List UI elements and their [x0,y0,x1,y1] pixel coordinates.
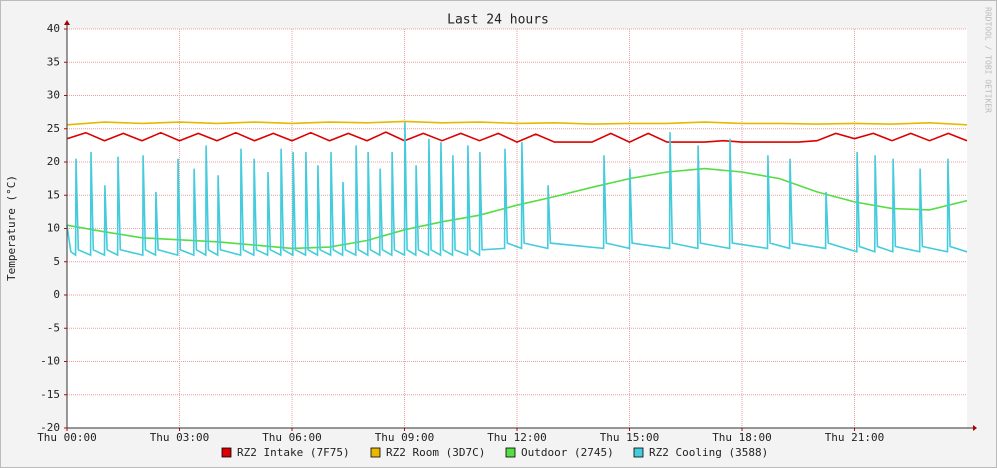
legend-swatch [370,447,381,458]
y-tick-label: 15 [47,188,60,201]
axes: -20 -15 -10 -5 0 5 10 15 20 25 30 35 40 Thu 00:00 Thu … [37,20,977,444]
lines [66,120,968,257]
legend-item: RZ2 Cooling (3588) [633,446,768,459]
y-tick-label: -15 [40,388,60,401]
legend-label: Outdoor (2745) [521,446,614,459]
x-tick-label: Thu 00:00 [37,431,97,444]
watermark: RRDTOOL / TOBI OETIKER [984,7,993,113]
legend-item: RZ2 Room (3D7C) [370,446,485,459]
legend-item: RZ2 Intake (7F75) [221,446,350,459]
x-axis-arrow [973,425,977,431]
series-line [66,122,968,257]
x-tick-label: Thu 06:00 [262,431,322,444]
legend-label: RZ2 Cooling (3588) [649,446,768,459]
chart-title: Last 24 hours [447,13,549,28]
y-tick-label: 10 [47,222,60,235]
x-tick-label: Thu 03:00 [150,431,210,444]
y-tick-label: 30 [47,89,60,102]
y-tick-label: -10 [40,355,60,368]
y-tick-label: 40 [47,22,60,35]
y-tick-label: 35 [47,55,60,68]
y-tick-label: 0 [53,288,60,301]
legend-label: RZ2 Room (3D7C) [386,446,485,459]
x-tick-label: Thu 18:00 [712,431,772,444]
x-tick-label: Thu 15:00 [600,431,660,444]
y-tick-label: 5 [53,255,60,268]
legend-swatch [505,447,516,458]
y-tick-label: -5 [47,321,60,334]
series-line [66,120,968,126]
y-tick-label: 25 [47,122,60,135]
y-tick-label: 20 [47,155,60,168]
x-tick-label: Thu 12:00 [487,431,547,444]
y-axis-arrow [64,20,70,25]
legend-swatch [633,447,644,458]
series-line [66,131,968,143]
x-tick-label: Thu 21:00 [825,431,885,444]
x-tick-label: Thu 09:00 [375,431,435,444]
y-axis-label: Temperature (°C) [5,175,18,281]
legend-label: RZ2 Intake (7F75) [237,446,350,459]
grid [66,28,967,429]
y-tick-label: -20 [40,421,60,434]
legend-item: Outdoor (2745) [505,446,614,459]
legend-swatch [221,447,232,458]
